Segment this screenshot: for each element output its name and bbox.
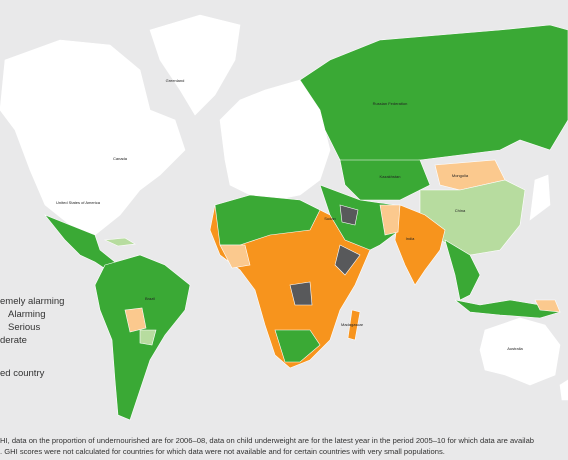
horn bbox=[334, 244, 361, 276]
caribbean bbox=[103, 237, 136, 247]
country-label: Madagascar bbox=[341, 322, 364, 327]
nz bbox=[559, 379, 568, 401]
png bbox=[534, 299, 561, 313]
central-asia bbox=[339, 159, 431, 201]
pakistan bbox=[379, 204, 401, 236]
legend-item: emely alarming bbox=[0, 296, 64, 307]
north-america bbox=[0, 39, 186, 236]
greenland bbox=[149, 14, 241, 116]
country-label: Sudan bbox=[324, 216, 336, 221]
madagascar bbox=[347, 309, 361, 341]
legend-item: derate bbox=[0, 335, 27, 346]
russia bbox=[299, 24, 568, 166]
legend-item: Alarming bbox=[8, 309, 46, 320]
gray-mideast bbox=[339, 204, 359, 226]
paraguay bbox=[139, 329, 157, 346]
country-label: Kazakhstan bbox=[380, 174, 401, 179]
country-label: Mongolia bbox=[452, 173, 469, 178]
legend-item: Serious bbox=[8, 322, 40, 333]
footnote: HI, data on the proportion of undernouri… bbox=[0, 436, 534, 445]
bolivia bbox=[124, 307, 147, 333]
australia bbox=[479, 317, 561, 386]
europe bbox=[219, 79, 331, 201]
footnote: . GHI scores were not calculated for cou… bbox=[0, 447, 445, 456]
india bbox=[394, 204, 446, 286]
country-label: Australia bbox=[507, 346, 523, 351]
west-africa bbox=[219, 244, 251, 269]
legend-item: ed country bbox=[0, 368, 45, 379]
country-label: Russian Federation bbox=[373, 101, 408, 106]
japan bbox=[529, 174, 551, 221]
country-label: China bbox=[455, 208, 466, 213]
gray-africa bbox=[289, 281, 313, 306]
country-label: Canada bbox=[113, 156, 128, 161]
country-label: Greenland bbox=[166, 78, 185, 83]
se-asia bbox=[444, 239, 481, 301]
southern-africa bbox=[274, 329, 321, 363]
country-label: India bbox=[406, 236, 415, 241]
country-label: United States of America bbox=[56, 200, 101, 205]
country-label: Brazil bbox=[145, 296, 155, 301]
